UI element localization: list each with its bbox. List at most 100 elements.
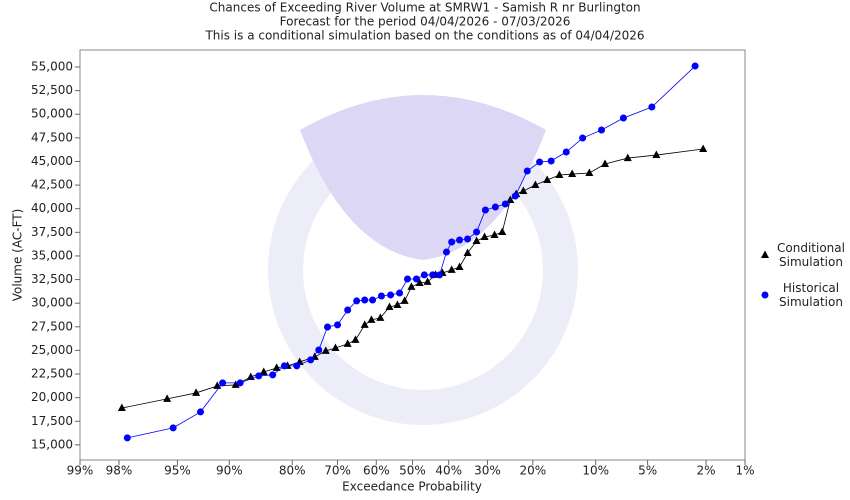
watermark bbox=[268, 95, 578, 425]
circle-marker bbox=[196, 408, 204, 416]
triangle-marker bbox=[543, 175, 552, 183]
y-tick-label: 55,000 bbox=[31, 60, 73, 74]
y-tick-label: 50,000 bbox=[31, 107, 73, 121]
circle-marker bbox=[523, 167, 531, 175]
triangle-marker bbox=[472, 236, 481, 245]
x-tick-label: 20% bbox=[519, 464, 546, 478]
triangle-marker bbox=[585, 168, 594, 176]
circle-marker bbox=[412, 275, 420, 283]
y-tick-label: 27,500 bbox=[31, 319, 73, 333]
triangle-marker bbox=[447, 265, 456, 273]
triangle-marker bbox=[400, 296, 409, 304]
triangle-marker bbox=[331, 343, 340, 351]
triangle-marker bbox=[393, 300, 402, 308]
circle-marker bbox=[562, 148, 570, 156]
circle-marker bbox=[501, 200, 509, 208]
x-tick-label: 95% bbox=[164, 464, 191, 478]
circle-marker bbox=[648, 103, 656, 111]
triangle-marker bbox=[490, 230, 499, 238]
circle-marker bbox=[619, 114, 627, 122]
triangle-marker bbox=[385, 302, 394, 310]
x-tick-label: 2% bbox=[697, 464, 716, 478]
triangle-marker bbox=[652, 150, 661, 159]
circle-marker bbox=[448, 238, 456, 246]
circle-marker bbox=[344, 306, 352, 314]
x-tick-label: 70% bbox=[324, 464, 351, 478]
circle-marker bbox=[579, 134, 587, 142]
chart-title: Chances of Exceeding River Volume at SMR… bbox=[209, 1, 640, 15]
triangle-marker bbox=[259, 367, 268, 375]
y-tick-label: 52,500 bbox=[31, 83, 73, 97]
y-tick-label: 20,000 bbox=[31, 390, 73, 404]
triangle-marker bbox=[455, 262, 464, 270]
chart-subtitle: This is a conditional simulation based o… bbox=[204, 29, 644, 43]
circle-marker bbox=[442, 248, 450, 256]
triangle-marker bbox=[531, 180, 540, 188]
circle-marker bbox=[511, 192, 519, 200]
x-tick-label: 40% bbox=[435, 464, 462, 478]
circle-marker bbox=[491, 203, 499, 211]
y-tick-label: 25,000 bbox=[31, 343, 73, 357]
circle-marker bbox=[293, 362, 301, 370]
x-tick-label: 99% bbox=[67, 464, 94, 478]
x-tick-label: 60% bbox=[363, 464, 390, 478]
legend-label: Conditional Simulation bbox=[777, 241, 845, 269]
circle-marker bbox=[255, 372, 263, 380]
circle-marker bbox=[369, 296, 377, 304]
circle-marker bbox=[280, 362, 288, 370]
circle-marker bbox=[481, 206, 489, 214]
y-axis-label: Volume (AC-FT) bbox=[11, 209, 25, 302]
triangle-marker bbox=[192, 388, 201, 396]
triangle-marker bbox=[367, 315, 376, 323]
y-tick-label: 45,000 bbox=[31, 154, 73, 168]
triangle-marker bbox=[699, 144, 708, 153]
y-tick-label: 42,500 bbox=[31, 178, 73, 192]
circle-marker bbox=[377, 292, 385, 300]
triangle-marker bbox=[231, 380, 240, 388]
triangle-marker bbox=[272, 363, 281, 371]
triangle-marker bbox=[351, 335, 360, 343]
triangle-marker bbox=[506, 195, 515, 204]
triangle-marker bbox=[498, 227, 507, 235]
x-tick-label: 50% bbox=[399, 464, 426, 478]
circle-marker bbox=[269, 371, 277, 379]
y-tick-label: 37,500 bbox=[31, 225, 73, 239]
circle-marker bbox=[598, 126, 606, 134]
circle-marker bbox=[353, 297, 361, 305]
x-tick-label: 98% bbox=[106, 464, 133, 478]
y-tick-label: 32,500 bbox=[31, 272, 73, 286]
triangle-marker bbox=[360, 320, 369, 328]
circle-marker bbox=[436, 271, 444, 279]
triangle-marker bbox=[343, 339, 352, 347]
circle-marker bbox=[315, 346, 323, 354]
circle-marker bbox=[473, 228, 481, 236]
chart-subtitle: Forecast for the period 04/04/2026 - 07/… bbox=[280, 15, 571, 29]
circle-marker bbox=[691, 62, 699, 70]
circle-marker bbox=[169, 424, 177, 432]
circle-marker bbox=[396, 289, 404, 297]
y-tick-label: 17,500 bbox=[31, 414, 73, 428]
triangle-marker bbox=[568, 169, 577, 178]
x-tick-label: 80% bbox=[279, 464, 306, 478]
circle-marker bbox=[361, 296, 369, 304]
circle-marker bbox=[123, 434, 131, 442]
y-tick-label: 40,000 bbox=[31, 201, 73, 215]
y-tick-label: 47,500 bbox=[31, 130, 73, 144]
legend-marker bbox=[761, 250, 769, 258]
circle-marker bbox=[456, 236, 464, 244]
y-tick-label: 22,500 bbox=[31, 367, 73, 381]
triangle-marker bbox=[376, 313, 385, 321]
y-tick-label: 35,000 bbox=[31, 248, 73, 262]
triangle-marker bbox=[117, 403, 126, 412]
circle-marker bbox=[536, 158, 544, 166]
triangle-marker bbox=[463, 248, 472, 257]
triangle-marker bbox=[519, 186, 528, 195]
triangle-marker bbox=[415, 278, 424, 286]
triangle-marker bbox=[555, 170, 564, 178]
circle-marker bbox=[236, 379, 244, 387]
triangle-marker bbox=[623, 153, 632, 162]
triangle-marker bbox=[601, 159, 610, 168]
circle-marker bbox=[429, 271, 437, 279]
x-tick-label: 1% bbox=[735, 464, 754, 478]
